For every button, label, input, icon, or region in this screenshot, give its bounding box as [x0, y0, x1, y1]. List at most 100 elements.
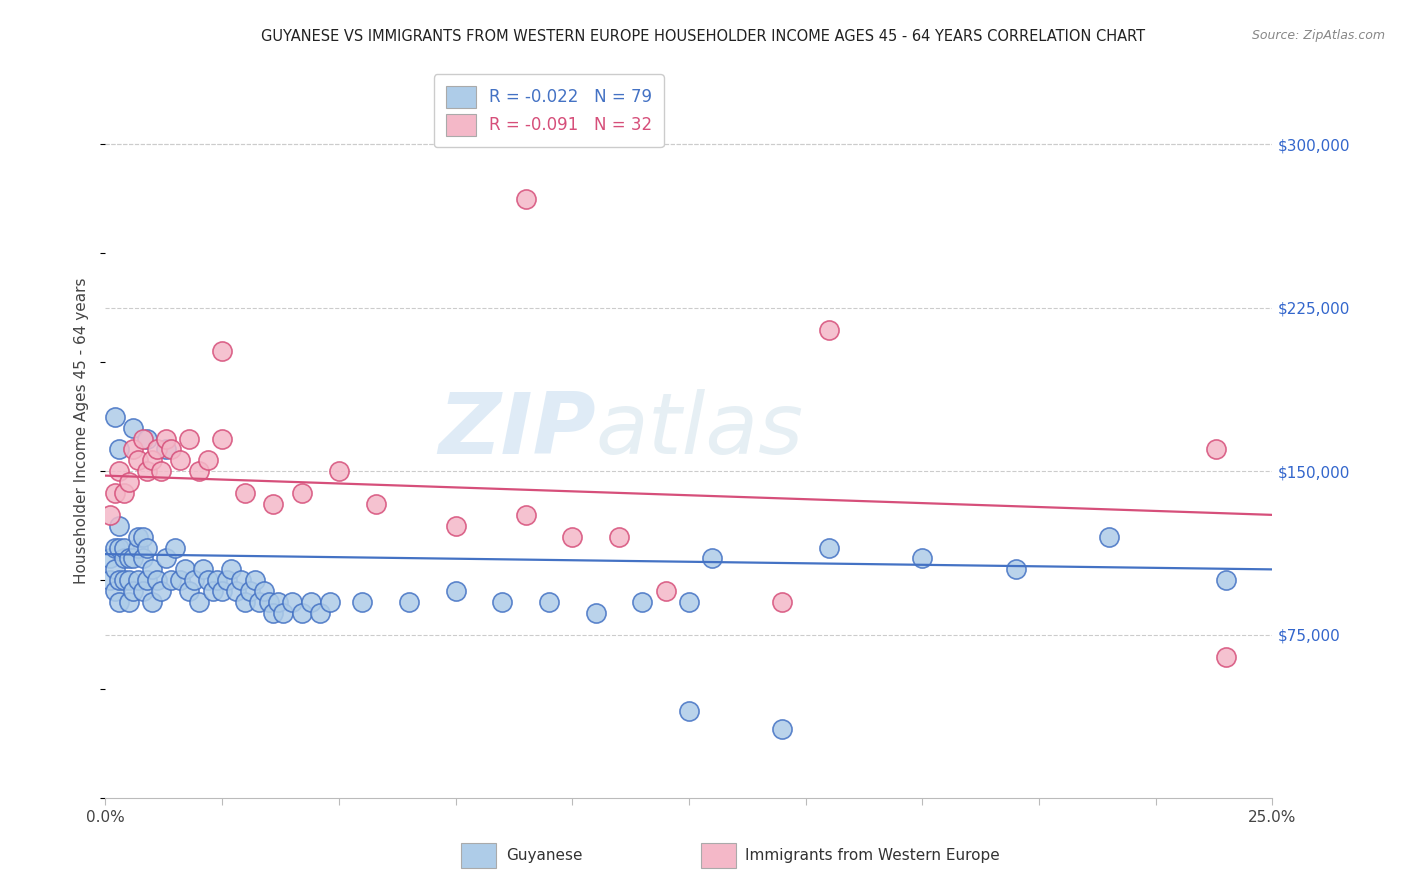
Point: [112, 551, 135, 566]
Point: [215, 574, 238, 588]
Point: [678, 704, 700, 718]
Point: [136, 432, 159, 446]
Point: [187, 464, 209, 478]
Text: atlas: atlas: [596, 389, 804, 472]
Point: [631, 595, 654, 609]
Point: [1215, 574, 1237, 588]
Point: [1004, 562, 1026, 576]
Point: [108, 574, 131, 588]
Text: Immigrants from Western Europe: Immigrants from Western Europe: [745, 848, 1000, 863]
Point: [98, 551, 121, 566]
Point: [197, 574, 219, 588]
Point: [585, 606, 607, 620]
Point: [267, 595, 290, 609]
Point: [146, 574, 169, 588]
Point: [127, 453, 149, 467]
Point: [561, 530, 583, 544]
Point: [1205, 442, 1227, 457]
Point: [290, 606, 312, 620]
Point: [112, 541, 135, 555]
Point: [770, 722, 793, 736]
Point: [108, 442, 131, 457]
Point: [328, 464, 350, 478]
Point: [155, 551, 177, 566]
Point: [118, 574, 141, 588]
Point: [179, 432, 201, 446]
Point: [104, 486, 127, 500]
Point: [515, 192, 537, 206]
Text: ZIP: ZIP: [437, 389, 596, 472]
Point: [1098, 530, 1121, 544]
Point: [211, 432, 233, 446]
Point: [132, 530, 155, 544]
Point: [118, 551, 141, 566]
Point: [491, 595, 513, 609]
Legend: R = -0.022   N = 79, R = -0.091   N = 32: R = -0.022 N = 79, R = -0.091 N = 32: [434, 74, 664, 147]
Point: [136, 464, 159, 478]
Point: [173, 562, 195, 576]
Point: [352, 595, 374, 609]
Point: [678, 595, 700, 609]
Point: [398, 595, 420, 609]
Point: [141, 595, 163, 609]
Point: [118, 595, 141, 609]
Point: [112, 574, 135, 588]
Point: [132, 584, 155, 599]
Point: [146, 442, 169, 457]
Point: [702, 551, 724, 566]
Point: [183, 574, 205, 588]
Point: [290, 486, 312, 500]
Point: [249, 595, 271, 609]
Point: [818, 541, 841, 555]
Point: [165, 541, 187, 555]
Point: [104, 541, 127, 555]
Point: [122, 442, 145, 457]
Point: [136, 541, 159, 555]
Point: [159, 574, 181, 588]
Point: [169, 574, 191, 588]
Point: [132, 551, 155, 566]
Point: [271, 606, 294, 620]
Point: [122, 584, 145, 599]
Point: [225, 584, 247, 599]
Point: [201, 584, 224, 599]
FancyBboxPatch shape: [700, 843, 735, 868]
Point: [818, 322, 841, 336]
Point: [243, 574, 266, 588]
Point: [141, 562, 163, 576]
Point: [112, 486, 135, 500]
Point: [235, 595, 257, 609]
Point: [104, 584, 127, 599]
Point: [281, 595, 304, 609]
Point: [132, 432, 155, 446]
FancyBboxPatch shape: [461, 843, 496, 868]
Point: [122, 420, 145, 434]
Point: [104, 409, 127, 424]
Point: [239, 584, 262, 599]
Point: [159, 442, 181, 457]
Point: [235, 486, 257, 500]
Point: [309, 606, 332, 620]
Point: [104, 562, 127, 576]
Point: [253, 584, 276, 599]
Point: [118, 475, 141, 490]
Point: [150, 584, 173, 599]
Point: [911, 551, 934, 566]
Point: [169, 453, 191, 467]
Point: [108, 464, 131, 478]
Point: [515, 508, 537, 522]
Point: [299, 595, 322, 609]
Point: [155, 432, 177, 446]
Point: [654, 584, 676, 599]
Point: [187, 595, 209, 609]
Point: [366, 497, 388, 511]
Point: [98, 508, 121, 522]
Point: [229, 574, 252, 588]
Point: [537, 595, 560, 609]
Point: [221, 562, 243, 576]
Point: [108, 541, 131, 555]
Point: [108, 518, 131, 533]
Point: [444, 584, 467, 599]
Point: [263, 497, 285, 511]
Point: [607, 530, 630, 544]
